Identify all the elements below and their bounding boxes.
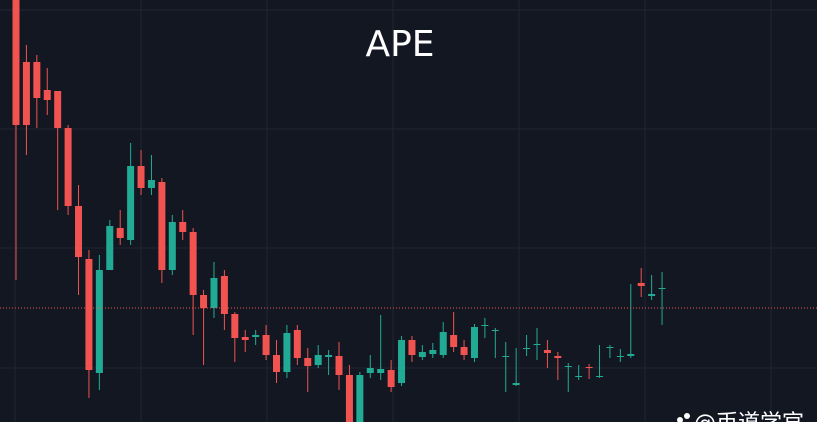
candle-body: [345, 375, 353, 422]
candle-body: [606, 347, 614, 348]
candle-body: [293, 330, 301, 358]
candle-body: [283, 333, 291, 372]
candle-body: [377, 369, 385, 373]
candle-body: [450, 335, 458, 347]
candle-body: [512, 383, 520, 385]
candle-body: [54, 91, 62, 128]
candle-body: [533, 344, 541, 345]
candle-body: [106, 226, 114, 270]
candle-body: [616, 356, 624, 357]
candle-body: [85, 259, 93, 370]
candle-body: [325, 355, 333, 357]
candle-body: [22, 62, 30, 125]
candle-body: [564, 366, 572, 367]
candle-body: [470, 327, 478, 358]
candle-body: [304, 358, 312, 366]
candle-body: [127, 166, 135, 240]
candle-body: [335, 356, 343, 375]
candle-body: [585, 367, 593, 368]
candle-body: [252, 335, 260, 337]
candle-body: [33, 62, 41, 98]
candle-body: [366, 368, 374, 373]
watermark: @币道学官: [694, 411, 804, 422]
candle-body: [43, 90, 51, 100]
candle-body: [241, 337, 249, 340]
candle-body: [95, 270, 103, 373]
candle-body: [408, 340, 416, 355]
chart-title: APE: [365, 24, 434, 65]
candle-body: [481, 325, 489, 326]
candle-body: [543, 350, 551, 353]
candle-body: [627, 354, 635, 356]
candle-body: [210, 278, 218, 308]
candle-body: [231, 314, 239, 338]
candle-body: [637, 283, 645, 286]
candle-body: [648, 294, 656, 296]
candle-body: [12, 0, 20, 125]
candle-body: [200, 295, 208, 308]
candle-body: [596, 376, 604, 377]
candle-body: [262, 335, 270, 355]
candle-body: [418, 352, 426, 357]
candle-body: [429, 350, 437, 354]
candle-body: [523, 348, 531, 349]
candle-body: [147, 180, 155, 188]
candle-body: [387, 370, 395, 387]
candle-body: [491, 330, 499, 331]
candle-body: [116, 228, 124, 238]
candle-body: [220, 276, 228, 314]
candle-body: [137, 166, 145, 188]
candle-body: [554, 356, 562, 358]
candle-body: [189, 232, 197, 295]
candle-body: [398, 340, 406, 383]
watermark-icon: [677, 413, 690, 422]
candle-body: [64, 128, 72, 206]
candle-body: [356, 375, 364, 422]
candle-body: [575, 376, 583, 377]
candle-body: [75, 206, 83, 257]
candle-body: [460, 347, 468, 355]
candle-body: [314, 355, 322, 365]
candle-body: [502, 356, 510, 357]
candle-body: [439, 332, 447, 355]
candle-body: [179, 222, 187, 232]
candle-body: [168, 222, 176, 270]
candle-body: [158, 182, 166, 270]
candle-body: [658, 288, 666, 289]
candle-body: [273, 355, 280, 372]
